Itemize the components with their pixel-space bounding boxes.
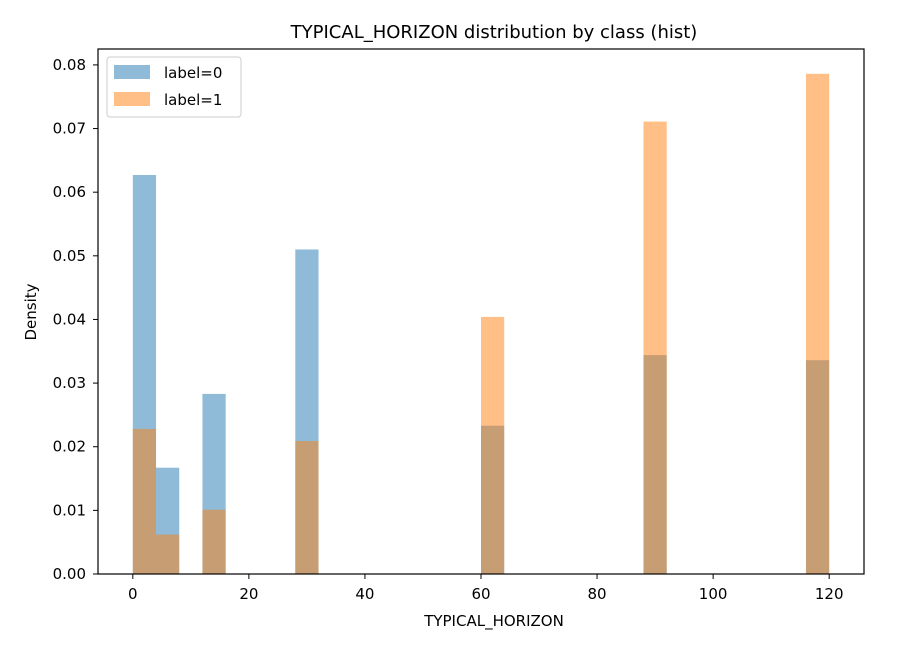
y-tick-label: 0.01	[53, 501, 86, 519]
y-tick-label: 0.00	[53, 565, 86, 583]
bar-series-1-bin-3	[295, 441, 319, 574]
x-tick-label: 80	[588, 585, 607, 603]
y-tick-label: 0.05	[53, 247, 86, 265]
x-axis-label: TYPICAL_HORIZON	[423, 612, 564, 631]
bar-series-1-bin-6	[805, 73, 830, 575]
y-axis-ticks: 0.00 0.01 0.02 0.03 0.04 0.05 0.06 0.07 0.08	[53, 56, 98, 583]
y-axis-label: Density	[22, 283, 40, 340]
legend-swatch-label-1	[114, 92, 150, 106]
bar-series-1-bin-1	[156, 534, 180, 574]
x-tick-label: 120	[815, 585, 844, 603]
bars-layer	[132, 73, 830, 575]
plot-frame	[97, 48, 865, 575]
x-tick-label: 40	[355, 585, 374, 603]
y-tick-label: 0.07	[53, 120, 86, 138]
x-tick-label: 60	[471, 585, 490, 603]
y-tick-label: 0.08	[53, 56, 86, 74]
x-tick-label: 100	[699, 585, 728, 603]
legend-entry-label-0: label=0	[164, 64, 222, 82]
y-tick-label: 0.04	[53, 310, 86, 328]
x-tick-label: 20	[239, 585, 258, 603]
legend-swatch-label-0	[114, 65, 150, 79]
x-tick-label: 0	[128, 585, 138, 603]
y-tick-label: 0.02	[53, 438, 86, 456]
chart-title: TYPICAL_HORIZON distribution by class (h…	[290, 22, 698, 43]
legend-entry-label-1: label=1	[164, 91, 222, 109]
bar-series-1-bin-4	[481, 316, 505, 574]
x-axis-ticks: 0 20 40 60 80 100 120	[128, 574, 844, 603]
y-tick-label: 0.03	[53, 374, 86, 392]
y-tick-label: 0.06	[53, 183, 86, 201]
bar-series-1-bin-5	[643, 121, 667, 574]
legend: label=0 label=1	[106, 56, 242, 118]
bar-series-1-bin-0	[132, 428, 157, 574]
bar-series-1-bin-2	[202, 509, 226, 574]
